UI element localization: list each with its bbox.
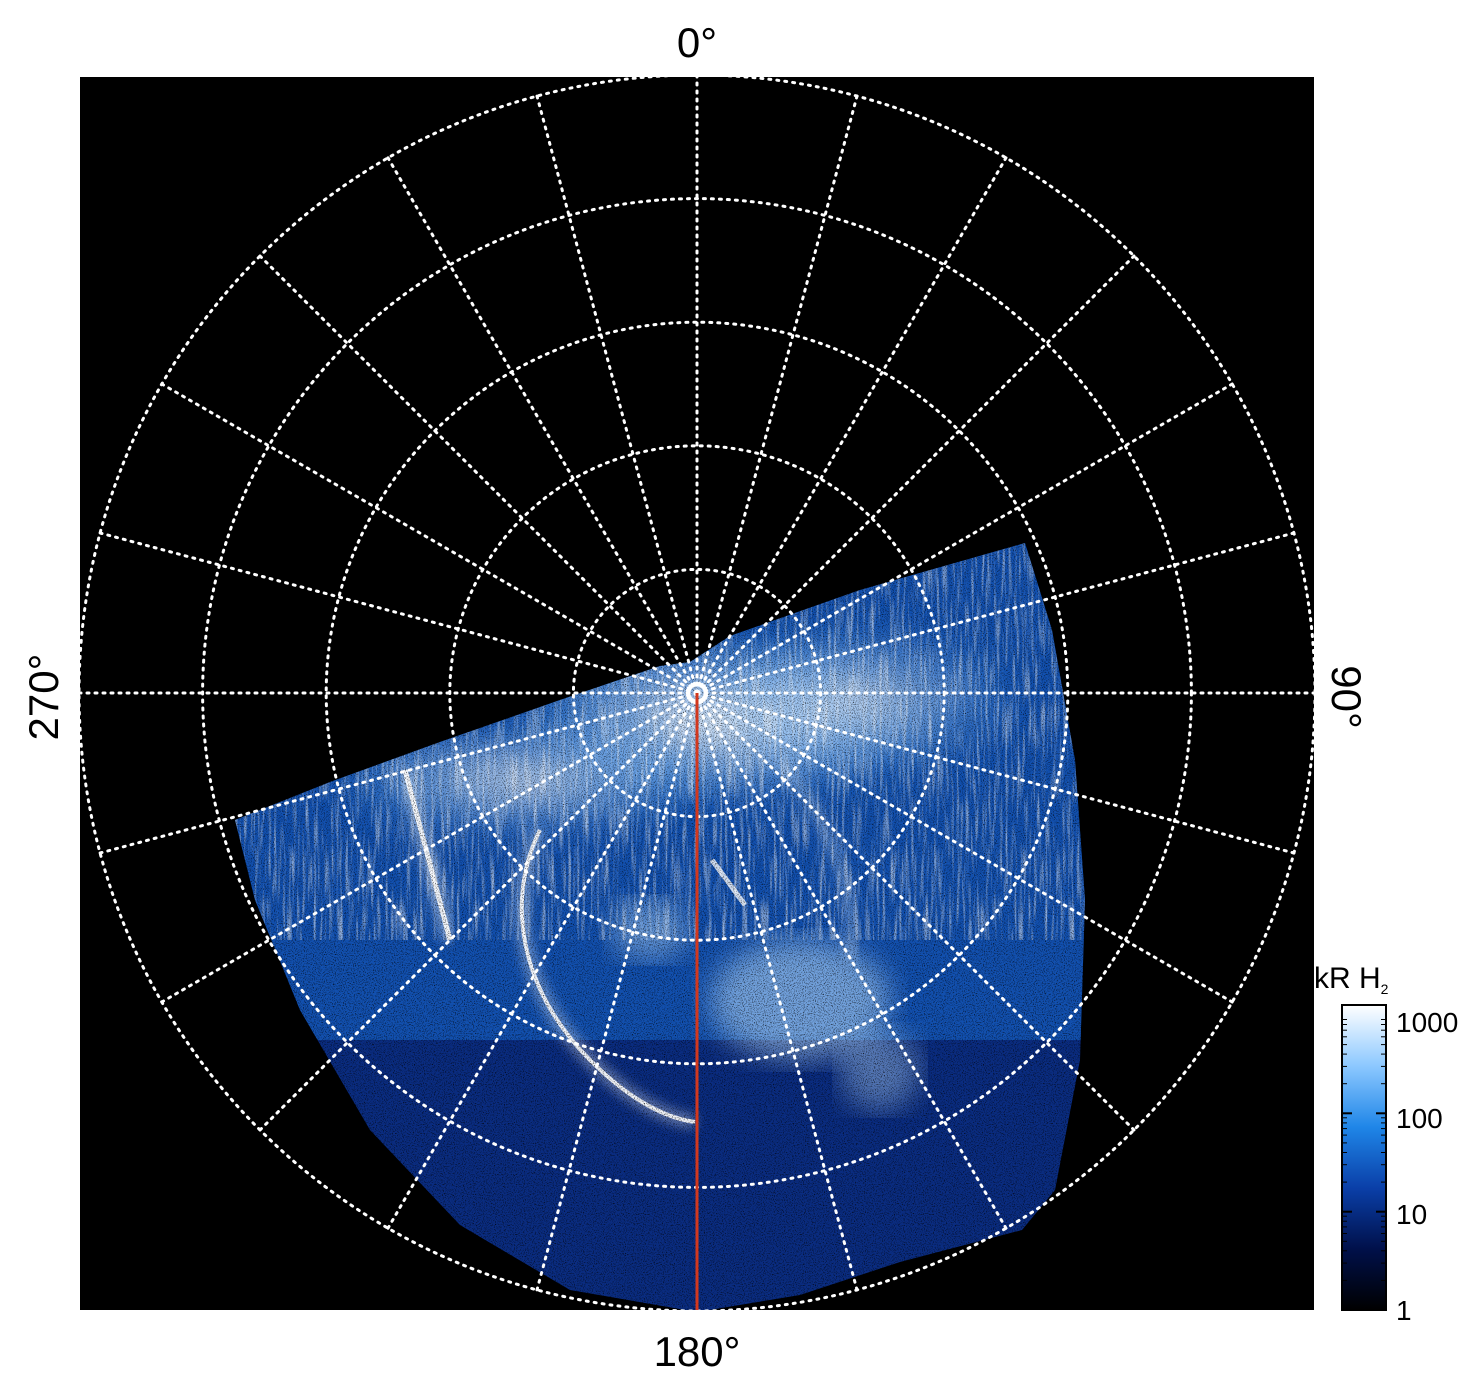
colorbar-ticks xyxy=(1342,1019,1386,1311)
grid-spoke xyxy=(695,691,1234,1004)
colorbar-gradient xyxy=(1341,1004,1387,1311)
grid-spoke xyxy=(695,382,1234,695)
colorbar-tick-label-100: 100 xyxy=(1396,1103,1443,1134)
grid-spoke xyxy=(98,691,699,855)
grid-spoke xyxy=(695,254,1136,695)
grid-spoke xyxy=(258,691,699,1132)
grid-spoke xyxy=(386,691,699,1230)
grid-spoke xyxy=(160,691,699,1004)
colorbar: kR H2 1000 100 10 1 xyxy=(1314,962,1458,1326)
colorbar-title: kR H2 xyxy=(1314,962,1389,997)
grid-spoke xyxy=(695,691,1008,1230)
polar-grid xyxy=(80,77,1314,1310)
azimuth-label-90: 90° xyxy=(1323,665,1370,729)
grid-spoke xyxy=(258,254,699,695)
grid-spoke xyxy=(695,691,1136,1132)
grid-spoke xyxy=(695,531,1296,695)
azimuth-label-180: 180° xyxy=(654,1328,741,1375)
colorbar-tick-label-1: 1 xyxy=(1396,1295,1412,1326)
azimuth-label-270: 270° xyxy=(20,654,67,741)
grid-spoke xyxy=(386,156,699,695)
grid-spoke xyxy=(160,382,699,695)
grid-spoke xyxy=(98,531,699,695)
grid-spoke xyxy=(695,691,859,1292)
colorbar-tick-label-1000: 1000 xyxy=(1396,1007,1458,1038)
grid-spoke xyxy=(695,156,1008,695)
grid-spoke xyxy=(695,94,859,695)
grid-spoke xyxy=(535,94,699,695)
grid-spoke xyxy=(695,691,1296,855)
grid-spoke xyxy=(535,691,699,1292)
azimuth-label-0: 0° xyxy=(677,19,717,66)
colorbar-tick-label-10: 10 xyxy=(1396,1199,1427,1230)
